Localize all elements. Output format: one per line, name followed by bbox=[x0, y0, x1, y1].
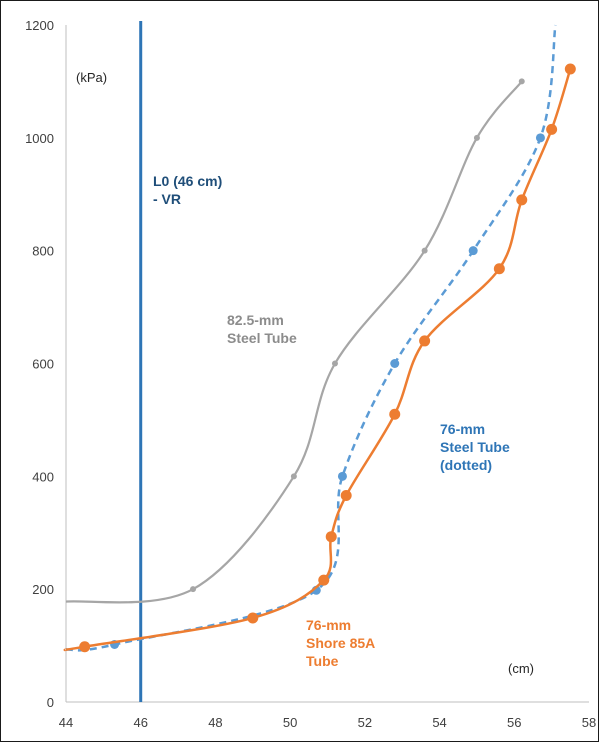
x-tick-label: 56 bbox=[507, 715, 521, 730]
data-point-shore-85a-76mm bbox=[340, 490, 352, 502]
series-label-shore-85a-76mm: Shore 85A bbox=[306, 635, 375, 651]
x-unit-label: (cm) bbox=[508, 661, 534, 676]
series-label-steel-76mm: 76-mm bbox=[440, 421, 485, 437]
data-point-shore-85a-76mm bbox=[546, 123, 558, 135]
data-point-shore-85a-76mm bbox=[325, 531, 337, 543]
axes: 0 200 400 600 800 1000 1200 44 46 48 50 52 54 56 58 bbox=[25, 18, 596, 730]
y-tick-label: 600 bbox=[32, 357, 54, 372]
data-point-shore-85a-76mm bbox=[79, 641, 91, 653]
y-unit-label: (kPa) bbox=[76, 70, 107, 85]
data-point-steel-82mm bbox=[518, 78, 525, 85]
data-point-shore-85a-76mm bbox=[389, 408, 401, 420]
y-tick-label: 0 bbox=[47, 695, 54, 710]
series-label-steel-82mm: 82.5-mm bbox=[227, 312, 284, 328]
data-point-steel-76mm bbox=[337, 471, 347, 481]
data-point-steel-82mm bbox=[190, 586, 197, 593]
data-point-steel-82mm bbox=[331, 360, 338, 367]
annotation-group: L0 (46 cm) - VR 82.5-mm Steel Tube 76-mm Stee… bbox=[153, 173, 510, 669]
series-label-shore-85a-76mm: 76-mm bbox=[306, 617, 351, 633]
series-label-shore-85a-76mm: Tube bbox=[306, 653, 339, 669]
x-tick-label: 46 bbox=[133, 715, 147, 730]
reference-line-label: - VR bbox=[153, 191, 181, 207]
x-tick-label: 58 bbox=[582, 715, 596, 730]
data-point-shore-85a-76mm bbox=[564, 63, 576, 75]
data-point-shore-85a-76mm bbox=[247, 612, 259, 624]
x-tick-label: 50 bbox=[283, 715, 297, 730]
series-label-steel-76mm: Steel Tube bbox=[440, 439, 510, 455]
y-tick-label: 800 bbox=[32, 244, 54, 259]
data-point-steel-76mm bbox=[390, 359, 400, 368]
y-tick-label: 1000 bbox=[25, 131, 54, 146]
series-label-steel-76mm: (dotted) bbox=[440, 457, 492, 473]
x-tick-label: 44 bbox=[59, 715, 73, 730]
data-point-steel-76mm bbox=[468, 246, 478, 256]
y-tick-label: 1200 bbox=[25, 18, 54, 33]
data-point-steel-82mm bbox=[473, 134, 480, 141]
y-tick-label: 400 bbox=[32, 469, 54, 484]
reference-line-label: L0 (46 cm) bbox=[153, 173, 222, 189]
y-tick-label: 200 bbox=[32, 582, 54, 597]
data-point-steel-76mm bbox=[535, 133, 545, 143]
data-point-shore-85a-76mm bbox=[516, 194, 528, 206]
x-tick-label: 52 bbox=[358, 715, 372, 730]
series-label-steel-82mm: Steel Tube bbox=[227, 330, 297, 346]
data-point-shore-85a-76mm bbox=[419, 335, 431, 347]
x-tick-label: 48 bbox=[208, 715, 222, 730]
data-point-shore-85a-76mm bbox=[318, 574, 330, 586]
series-group bbox=[63, 24, 576, 653]
data-point-steel-82mm bbox=[290, 473, 297, 480]
data-point-shore-85a-76mm bbox=[493, 263, 505, 275]
data-point-steel-82mm bbox=[421, 247, 428, 254]
x-tick-label: 54 bbox=[432, 715, 446, 730]
